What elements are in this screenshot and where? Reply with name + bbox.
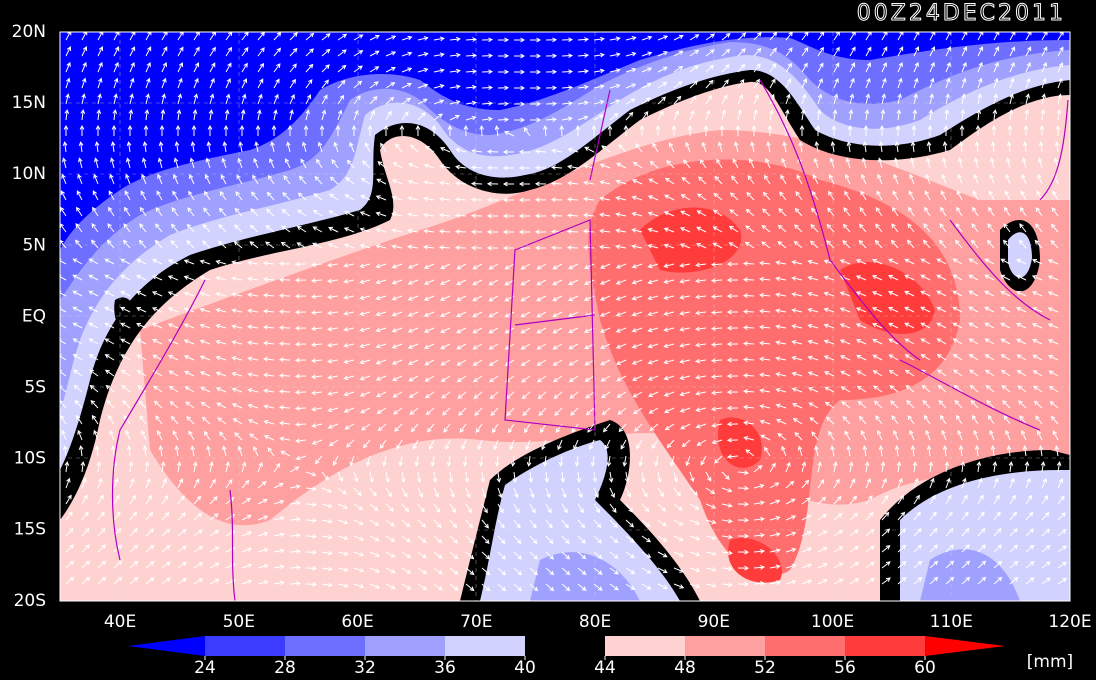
lat-label: 5N — [22, 235, 46, 255]
colorbar-tick-label: 40 — [514, 658, 536, 678]
grid — [60, 32, 1070, 601]
lat-label: EQ — [22, 306, 46, 326]
lat-label: 5S — [24, 378, 46, 398]
lon-label: 100E — [811, 612, 854, 632]
colorbar-bin — [205, 636, 285, 656]
colorbar-tick-label: 36 — [434, 658, 456, 678]
lat-label: 20S — [14, 591, 46, 611]
lon-label: 80E — [579, 612, 611, 632]
colorbar-bin — [845, 636, 925, 656]
colorbar-bin — [525, 636, 605, 656]
lon-label: 40E — [104, 612, 136, 632]
lon-label: 110E — [930, 612, 973, 632]
colorbar-tick-label: 32 — [354, 658, 376, 678]
colorbar-tick-label: 28 — [274, 658, 296, 678]
colorbar-tick-label: 60 — [914, 658, 936, 678]
lon-label: 120E — [1048, 612, 1091, 632]
lat-label: 15N — [12, 93, 46, 113]
contour-32-south — [530, 549, 1020, 601]
lat-label: 20N — [12, 22, 46, 42]
map-frame — [59, 31, 1071, 602]
lat-label: 10S — [14, 449, 46, 469]
colorbar-bin — [285, 636, 365, 656]
lon-label: 50E — [223, 612, 255, 632]
lat-label: 10N — [12, 164, 46, 184]
colorbar-arrow-low — [128, 636, 205, 656]
colorbar-bin — [365, 636, 445, 656]
colorbar: 24 28 32 36 40 44 48 52 56 60 [mm] — [128, 636, 1073, 678]
colorbar-bin — [605, 636, 685, 656]
grid-lines — [60, 32, 1070, 601]
contour-36-south — [480, 232, 1070, 601]
colorbar-arrow-high — [925, 636, 1005, 656]
lat-label: 15S — [14, 520, 46, 540]
colorbar-unit: [mm] — [1027, 652, 1073, 672]
lon-label: 60E — [341, 612, 373, 632]
contour-24 — [60, 32, 1070, 250]
axis-labels: 20N 15N 10N 5N EQ 5S 10S 15S 20S 40E 50E 60E 70E 80E 9… — [12, 22, 1092, 632]
map-field — [60, 32, 1070, 601]
map-title: 00Z24DEC2011 — [857, 1, 1066, 26]
colorbar-tick-label: 52 — [754, 658, 776, 678]
lon-label: 70E — [460, 612, 492, 632]
colorbar-bin — [765, 636, 845, 656]
colorbar-tick-label: 56 — [834, 658, 856, 678]
colorbar-bin — [445, 636, 525, 656]
colorbar-tick-label: 48 — [674, 658, 696, 678]
lon-label: 90E — [698, 612, 730, 632]
colorbar-bin — [685, 636, 765, 656]
coastlines — [111, 79, 1069, 601]
colorbar-tick-label: 24 — [194, 658, 216, 678]
colorbar-tick-label: 44 — [594, 658, 616, 678]
